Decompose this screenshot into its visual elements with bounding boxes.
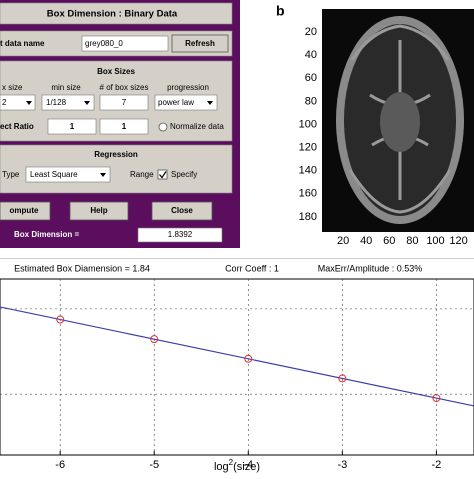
field-label: progression <box>167 83 209 92</box>
field-value: 1/128 <box>46 98 67 107</box>
image-x-tick-label: 100 <box>426 235 444 247</box>
x-tick-label: -4 <box>243 459 253 471</box>
x-axis-label-part: log <box>214 461 229 473</box>
image-x-tick-label: 40 <box>360 235 372 247</box>
field-value: 1 <box>122 122 127 131</box>
data-name-input[interactable] <box>81 35 169 52</box>
image-y-tick-label: 160 <box>299 188 317 200</box>
result-field <box>137 227 223 243</box>
plot-area <box>0 278 474 456</box>
dropdown-arrow <box>84 101 90 105</box>
check-mark <box>159 171 167 179</box>
image-y-tick-label: 100 <box>299 118 317 130</box>
image-x-tick-label: 120 <box>449 235 467 247</box>
title-bar <box>0 2 233 25</box>
radio-label: Normalize data <box>170 122 224 131</box>
field-label: Range <box>130 170 154 179</box>
x-tick-label: -3 <box>337 459 347 471</box>
field-value: Least Square <box>30 170 78 179</box>
close-button[interactable] <box>151 201 213 221</box>
data-point <box>244 354 253 363</box>
dropdown-arrow <box>207 101 213 105</box>
dropdown-arrow <box>100 173 106 177</box>
data-name-label: t data name <box>0 39 45 48</box>
image-y-tick-label: 80 <box>305 95 317 107</box>
image-y-tick-label: 180 <box>299 211 317 223</box>
image-y-tick-label: 40 <box>305 49 317 61</box>
brain-center <box>380 92 420 152</box>
button-label: Close <box>171 206 193 215</box>
button-label: ompute <box>10 206 39 215</box>
refresh-label: Refresh <box>185 39 215 48</box>
plot: Estimated Box Diamension = 1.84 Corr Coef… <box>0 263 474 473</box>
x-axis-label-part: 2 <box>229 458 234 467</box>
data-point <box>150 335 159 344</box>
image-x-tick-label: 80 <box>406 235 418 247</box>
aspect-input[interactable] <box>47 118 97 135</box>
field-label: # of box sizes <box>100 83 149 92</box>
dropdown-arrow <box>26 101 32 105</box>
box-count-input[interactable] <box>99 94 149 111</box>
field-label: min size <box>51 83 81 92</box>
field-label: x size <box>2 83 23 92</box>
checkbox-label: Specify <box>171 170 197 179</box>
image-y-tick-label: 140 <box>299 165 317 177</box>
field-value: 2 <box>2 98 7 107</box>
refresh-button[interactable] <box>171 34 229 53</box>
panel-gap <box>0 252 474 258</box>
field-value: 1 <box>70 122 75 131</box>
compute-button[interactable] <box>0 201 51 221</box>
data-name-value: grey080_0 <box>85 39 123 48</box>
image-y-tick-label: 120 <box>299 142 317 154</box>
x-tick-label: -5 <box>149 459 159 471</box>
x-axis-label: log2(size) <box>214 458 260 473</box>
fit-line <box>0 306 474 407</box>
data-point <box>56 315 65 324</box>
plot-annotation: MaxErr/Amplitude : 0.53% <box>318 263 423 273</box>
normalize-radio[interactable] <box>158 122 168 132</box>
image-y-tick-label: 20 <box>305 26 317 38</box>
data-point <box>338 374 347 383</box>
plot-annotation: Estimated Box Diamension = 1.84 <box>14 263 150 273</box>
result-label: Box Dimension = <box>14 230 79 239</box>
field-value: 7 <box>122 98 127 107</box>
help-button[interactable] <box>69 201 129 221</box>
image-y-tick-label: 60 <box>305 72 317 84</box>
field-label: Type <box>2 170 20 179</box>
x-tick-label: -6 <box>55 459 65 471</box>
result-value: 1.8392 <box>168 230 193 239</box>
aspect-label: ect Ratio <box>0 122 34 131</box>
type-dropdown[interactable] <box>25 166 111 183</box>
aspect-input[interactable] <box>99 118 149 135</box>
x-tick-label: -2 <box>431 459 441 471</box>
min-size-dropdown[interactable] <box>41 94 95 111</box>
box-size-dropdown[interactable] <box>0 94 36 111</box>
panel-label: b <box>276 3 285 19</box>
window-title: Box Dimension : Binary Data <box>47 9 178 20</box>
specify-checkbox[interactable] <box>157 169 168 180</box>
button-label: Help <box>90 206 107 215</box>
plot-annotation: Corr Coeff : 1 <box>225 263 279 273</box>
section-title: Box Sizes <box>97 67 135 76</box>
field-value: power law <box>158 98 194 107</box>
section-title: Regression <box>94 150 138 159</box>
x-axis-label-part: (size) <box>233 461 260 473</box>
image-x-tick-label: 20 <box>337 235 349 247</box>
data-point <box>432 394 441 403</box>
image-x-tick-label: 60 <box>383 235 395 247</box>
progression-dropdown[interactable] <box>154 94 218 111</box>
